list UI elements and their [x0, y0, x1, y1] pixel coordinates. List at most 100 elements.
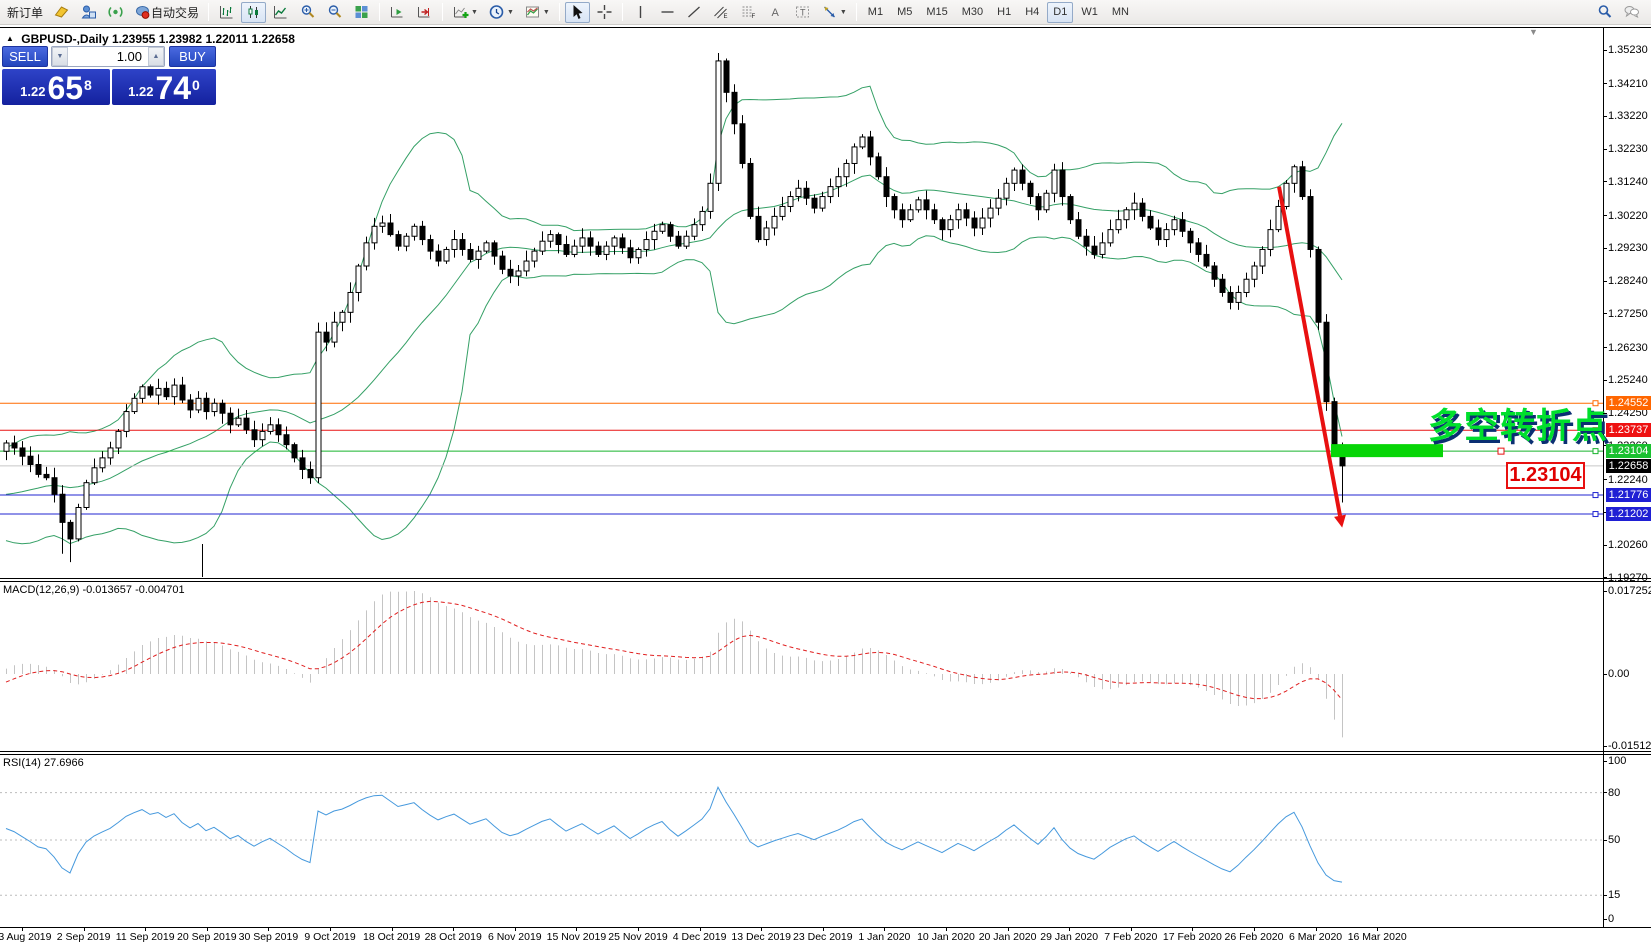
macd-histogram [5, 591, 1343, 738]
macd-tick [1603, 673, 1607, 675]
one-click-trading-panel: SELL ▼ 1.00 ▲ BUY 1.22 65 8 1.22 74 0 [2, 46, 216, 131]
svg-text:E: E [723, 14, 727, 20]
volume-decrease-button[interactable]: ▼ [52, 47, 68, 66]
price-axis-line [1603, 27, 1604, 927]
macd-signal-line [5, 600, 1343, 701]
zoom-in-icon[interactable] [295, 2, 320, 23]
buy-price-sup: 0 [192, 77, 200, 93]
volume-increase-button[interactable]: ▲ [148, 47, 164, 66]
zoom-out-icon[interactable] [322, 2, 347, 23]
date-axis-label: 2 Sep 2019 [56, 931, 111, 943]
crosshair-tool-icon[interactable] [592, 2, 617, 23]
buy-price-box[interactable]: 1.22 74 0 [112, 69, 216, 105]
tab-timeframe-M30[interactable]: M30 [961, 6, 984, 18]
date-tick [761, 927, 763, 931]
price-tick [1603, 347, 1607, 349]
chart-area[interactable]: ▼ ▲ GBPUSD-,Daily 1.23955 1.23982 1.2201… [0, 26, 1651, 945]
rsi-tick [1603, 918, 1607, 920]
price-axis-label: 1.31240 [1608, 175, 1648, 188]
fibonacci-tool-icon[interactable]: F [736, 2, 761, 23]
chat-icon[interactable] [1619, 1, 1644, 22]
price-tick [1603, 83, 1607, 85]
date-tick [884, 927, 886, 931]
line-chart-mode-icon[interactable] [268, 2, 293, 23]
price-tick [1603, 247, 1607, 249]
tab-timeframe-M1[interactable]: M1 [867, 6, 884, 18]
date-axis-label: 7 Feb 2020 [1104, 931, 1158, 943]
pane-separator[interactable] [0, 578, 1651, 579]
chevron-down-icon: ▼ [471, 8, 478, 16]
tab-timeframe-H1[interactable]: H1 [997, 6, 1012, 18]
price-tick [1603, 49, 1607, 51]
cursor-tool-icon[interactable] [564, 1, 590, 23]
market-watch-icon[interactable] [76, 2, 101, 23]
template-button[interactable]: ▼ [520, 2, 554, 23]
tile-windows-icon[interactable] [349, 2, 374, 23]
volume-value[interactable]: 1.00 [116, 49, 142, 64]
macd-label: MACD(12,26,9) -0.013657 -0.004701 [3, 584, 185, 596]
buy-button[interactable]: BUY [169, 46, 216, 67]
toolbar-separator [855, 3, 857, 21]
toolbar-separator [208, 3, 210, 21]
note-icon[interactable] [49, 2, 74, 23]
date-tick [1192, 927, 1194, 931]
tab-timeframe-MN[interactable]: MN [1111, 6, 1129, 18]
rsi-pane [0, 785, 1603, 896]
sell-button[interactable]: SELL [2, 46, 48, 67]
new-order-button[interactable]: 新订单 [3, 2, 47, 23]
date-tick [638, 927, 639, 931]
turning-point-annotation[interactable]: 多空转折点 [1428, 407, 1609, 446]
macd-axis-label: 0.00 [1608, 668, 1630, 680]
chevron-down-icon: ▼ [506, 8, 514, 16]
macd-tick [1603, 745, 1607, 747]
vertical-line-tool-icon[interactable] [628, 2, 653, 23]
date-axis-label: 17 Feb 2020 [1162, 931, 1222, 943]
date-tick [453, 927, 455, 931]
chart-shift-marker-icon[interactable]: ▼ [1529, 27, 1538, 37]
bar-chart-mode-icon[interactable] [214, 2, 239, 23]
text-tool-icon[interactable]: A [763, 2, 788, 23]
price-tick [1603, 181, 1607, 183]
signal-icon[interactable] [103, 2, 128, 23]
price-axis-label: 1.34210 [1608, 77, 1648, 90]
candlestick-mode-icon[interactable] [241, 1, 267, 23]
period-clock-button[interactable]: ▼ [484, 2, 518, 23]
tab-timeframe-W1[interactable]: W1 [1081, 6, 1098, 18]
price-badge: 1.23104 [1606, 444, 1651, 459]
price-tick [1603, 544, 1607, 546]
price-chart-canvas[interactable] [0, 27, 1651, 927]
rsi-tick [1603, 894, 1607, 896]
date-axis-label: 28 Oct 2019 [424, 931, 482, 943]
new-order-label: 新订单 [7, 5, 44, 20]
date-axis-label: 9 Oct 2019 [304, 931, 356, 943]
pane-separator[interactable] [0, 581, 1651, 582]
auto-trading-button[interactable]: 自动交易 [130, 2, 203, 23]
tab-timeframe-M5[interactable]: M5 [897, 6, 913, 18]
tab-timeframe-D1[interactable]: D1 [1047, 1, 1074, 23]
tab-timeframe-H4[interactable]: H4 [1025, 6, 1040, 18]
sell-price-big: 65 [47, 70, 84, 106]
sell-price-box[interactable]: 1.22 65 8 [2, 69, 110, 105]
label-tool-icon[interactable]: T [790, 2, 815, 23]
search-icon[interactable] [1592, 1, 1617, 22]
tab-timeframe-M15[interactable]: M15 [926, 6, 948, 18]
collapse-marker-icon[interactable]: ▲ [6, 34, 14, 43]
channel-tool-icon[interactable]: E [709, 2, 734, 23]
highlight-rect [1331, 444, 1443, 458]
horizontal-line-tool-icon[interactable] [655, 2, 680, 23]
pane-separator[interactable] [0, 754, 1651, 755]
auto-scroll-icon[interactable] [385, 2, 410, 23]
ohlc-close: 1.22658 [251, 32, 295, 46]
rsi-tick [1603, 760, 1607, 762]
date-axis-label: 18 Oct 2019 [362, 931, 421, 943]
pane-separator[interactable] [0, 751, 1651, 752]
volume-stepper[interactable]: ▼ 1.00 ▲ [51, 46, 165, 67]
add-indicator-button[interactable]: ▼ [448, 2, 482, 23]
sell-price-small: 1.22 [20, 84, 46, 99]
chart-shift-icon[interactable] [412, 2, 437, 23]
price-callout-box[interactable]: 1.23104 [1506, 462, 1585, 489]
shapes-tool-button[interactable]: ▼ [817, 2, 851, 23]
date-axis-label: 15 Nov 2019 [546, 931, 607, 943]
trendline-tool-icon[interactable] [682, 2, 707, 23]
